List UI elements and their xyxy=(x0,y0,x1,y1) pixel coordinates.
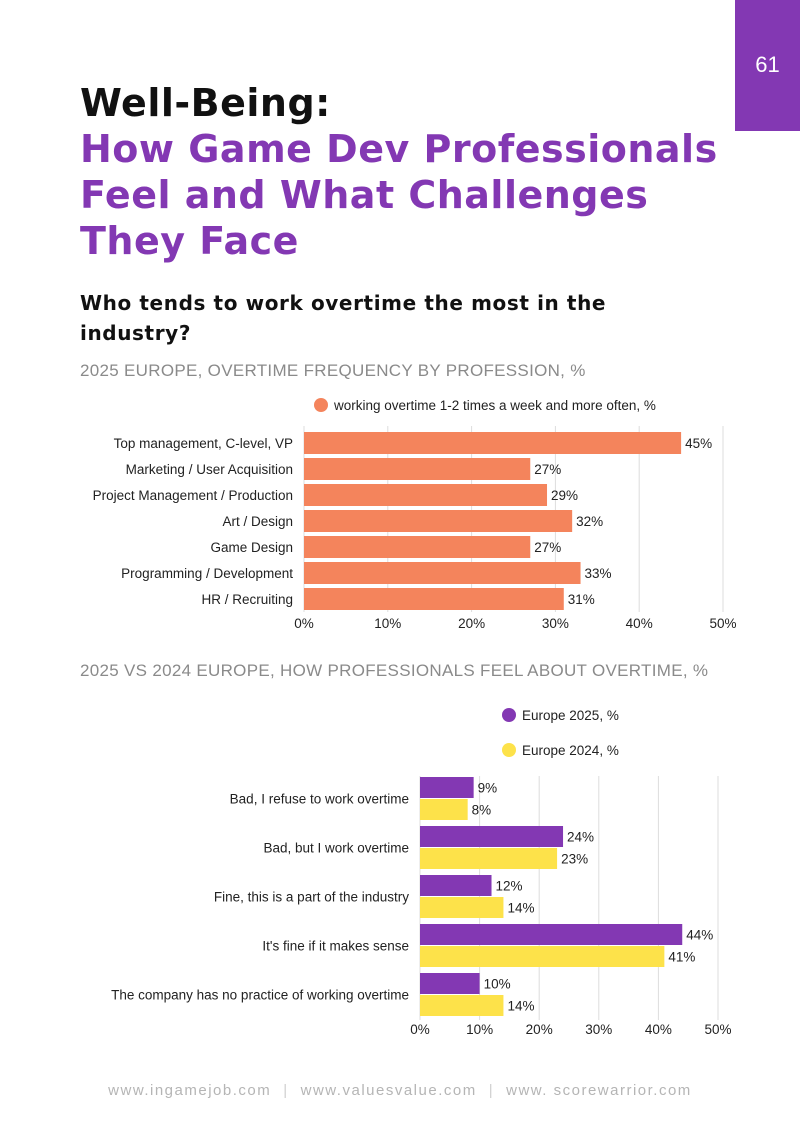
category-label: Bad, I refuse to work overtime xyxy=(230,792,409,807)
category-label: Game Design xyxy=(210,540,293,555)
footer-separator: | xyxy=(488,1082,495,1099)
legend-label: Europe 2025, % xyxy=(522,708,619,723)
data-label: 29% xyxy=(551,488,578,503)
footer: www.ingamejob.com | www.valuesvalue.com | ww… xyxy=(80,1082,720,1099)
category-label: Programming / Development xyxy=(121,566,293,581)
category-label: Top management, C-level, VP xyxy=(114,436,293,451)
title-block: Well-Being: How Game Dev Professionals F… xyxy=(80,80,730,264)
data-label: 9% xyxy=(478,781,498,796)
x-tick-label: 20% xyxy=(458,616,485,631)
overtime-feeling-chart: 0% 10% 20% 30% 40% 50% Europe 2025, % Europe 20… xyxy=(111,708,732,1037)
category-label: Project Management / Production xyxy=(93,488,293,503)
data-label: 27% xyxy=(534,462,561,477)
bar xyxy=(420,848,558,869)
data-label: 45% xyxy=(685,436,712,451)
bar xyxy=(304,562,581,584)
bar xyxy=(420,897,504,918)
section-question: Who tends to work overtime the most in t… xyxy=(80,291,607,345)
data-label: 24% xyxy=(567,830,594,845)
bar xyxy=(304,458,531,480)
category-label: HR / Recruiting xyxy=(201,592,293,607)
category-label: Fine, this is a part of the industry xyxy=(214,890,409,905)
x-tick-label: 10% xyxy=(374,616,401,631)
data-label: 23% xyxy=(561,852,588,867)
x-tick-label: 50% xyxy=(709,616,736,631)
x-tick-label: 40% xyxy=(626,616,653,631)
x-tick-label: 0% xyxy=(294,616,314,631)
bar xyxy=(304,432,682,454)
legend-marker xyxy=(314,398,328,412)
data-label: 14% xyxy=(507,999,534,1014)
profession-overtime-chart: 0% 10% 20% 30% 40% 50% working overtime 1-2 ti… xyxy=(93,398,737,631)
bar xyxy=(420,826,564,847)
data-label: 31% xyxy=(568,592,595,607)
footer-separator: | xyxy=(283,1082,289,1099)
bar xyxy=(420,777,474,798)
category-label: It's fine if it makes sense xyxy=(262,939,409,954)
data-label: 33% xyxy=(585,566,612,581)
title-heading: Well-Being: xyxy=(80,81,331,125)
x-tick-label: 50% xyxy=(704,1022,731,1037)
data-label: 44% xyxy=(686,928,713,943)
title-subheading-line-3: They Face xyxy=(80,219,299,263)
category-label: The company has no practice of working o… xyxy=(111,988,409,1003)
bar xyxy=(304,588,564,610)
chart-2-title: 2025 VS 2024 EUROPE, HOW PROFESSIONALS F… xyxy=(80,661,709,680)
page-number-badge: 61 xyxy=(735,0,800,131)
data-label: 41% xyxy=(668,950,695,965)
x-tick-label: 30% xyxy=(542,616,569,631)
x-tick-label: 0% xyxy=(410,1022,430,1037)
footer-link-scorewarrior[interactable]: www. scorewarrior.com xyxy=(506,1082,692,1099)
x-tick-label: 40% xyxy=(645,1022,672,1037)
x-tick-label: 30% xyxy=(585,1022,612,1037)
title-subheading-line-2: Feel and What Challenges xyxy=(80,173,649,217)
data-label: 8% xyxy=(472,803,492,818)
legend-marker xyxy=(502,743,516,757)
footer-link-valuesvalue[interactable]: www.valuesvalue.com xyxy=(300,1082,477,1099)
data-label: 32% xyxy=(576,514,603,529)
bar xyxy=(304,536,531,558)
legend-label: working overtime 1-2 times a week and mo… xyxy=(333,398,656,413)
bar xyxy=(420,973,480,994)
category-label: Art / Design xyxy=(222,514,293,529)
bar xyxy=(420,946,665,967)
legend-marker xyxy=(502,708,516,722)
x-tick-label: 10% xyxy=(466,1022,493,1037)
data-label: 27% xyxy=(534,540,561,555)
data-label: 12% xyxy=(496,879,523,894)
bar xyxy=(304,510,573,532)
footer-link-ingamejob[interactable]: www.ingamejob.com xyxy=(108,1082,272,1099)
bar xyxy=(420,924,683,945)
data-label: 14% xyxy=(507,901,534,916)
legend-label: Europe 2024, % xyxy=(522,743,619,758)
bar xyxy=(304,484,548,506)
bar xyxy=(420,995,504,1016)
category-label: Marketing / User Acquisition xyxy=(126,462,293,477)
bar xyxy=(420,799,468,820)
category-label: Bad, but I work overtime xyxy=(263,841,409,856)
chart-1-title: 2025 EUROPE, OVERTIME FREQUENCY BY PROFE… xyxy=(80,361,586,380)
page-number: 61 xyxy=(755,52,780,77)
bar xyxy=(420,875,492,896)
x-tick-label: 20% xyxy=(526,1022,553,1037)
title-subheading-line-1: How Game Dev Professionals xyxy=(80,127,718,171)
data-label: 10% xyxy=(484,977,511,992)
